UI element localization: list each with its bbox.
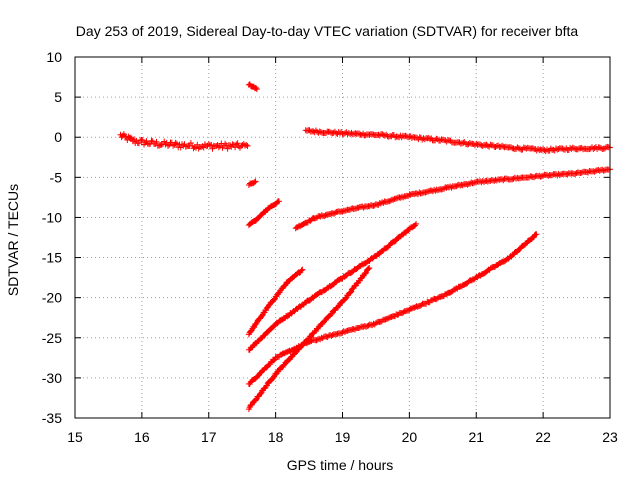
data-series-arc-2 xyxy=(245,81,260,93)
data-series-arc-7 xyxy=(245,266,306,338)
x-tick-label: 16 xyxy=(134,429,150,445)
y-tick-label: -20 xyxy=(42,290,62,306)
data-series-arc-6 xyxy=(292,166,613,232)
data-series-arc-8 xyxy=(245,220,420,353)
y-tick-label: -5 xyxy=(50,169,63,185)
x-tick-label: 20 xyxy=(402,429,418,445)
y-tick-label: -35 xyxy=(42,410,62,426)
data-series-arc-10 xyxy=(245,264,373,413)
data-series-arc-3 xyxy=(245,178,259,188)
x-tick-label: 18 xyxy=(268,429,284,445)
x-tick-label: 23 xyxy=(602,429,618,445)
y-tick-label: 0 xyxy=(54,129,62,145)
data-series-arc-4 xyxy=(245,198,282,229)
x-tick-label: 17 xyxy=(201,429,217,445)
series-markers xyxy=(245,220,420,353)
series-markers xyxy=(245,178,259,188)
y-tick-label: 5 xyxy=(54,89,62,105)
y-tick-label: -10 xyxy=(42,209,62,225)
chart-title: Day 253 of 2019, Sidereal Day-to-day VTE… xyxy=(76,23,579,39)
data-series-arc-1 xyxy=(117,131,251,152)
y-tick-label: -25 xyxy=(42,330,62,346)
y-tick-label: -30 xyxy=(42,370,62,386)
series-markers xyxy=(292,166,613,232)
series-markers xyxy=(245,231,540,387)
x-tick-label: 15 xyxy=(67,429,83,445)
series-markers xyxy=(245,266,306,338)
data-layer xyxy=(117,81,613,413)
series-markers xyxy=(245,81,260,93)
data-series-arc-9 xyxy=(245,231,540,387)
series-markers xyxy=(245,264,373,413)
series-markers xyxy=(117,131,251,152)
data-series-arc-5 xyxy=(302,127,613,155)
x-tick-label: 21 xyxy=(468,429,484,445)
y-axis-label: SDTVAR / TECUs xyxy=(5,184,21,296)
y-tick-label: -15 xyxy=(42,250,62,266)
x-tick-label: 19 xyxy=(335,429,351,445)
tick-layer: 15 16 17 18 19 20 21 22 23 10 5 0 -5 -10 -15 -20 -25 -30 -… xyxy=(42,49,618,445)
series-markers xyxy=(302,127,613,155)
x-axis-label: GPS time / hours xyxy=(287,457,394,473)
y-tick-label: 10 xyxy=(46,49,62,65)
series-markers xyxy=(245,198,282,229)
grid-layer xyxy=(75,57,610,418)
x-tick-label: 22 xyxy=(535,429,551,445)
